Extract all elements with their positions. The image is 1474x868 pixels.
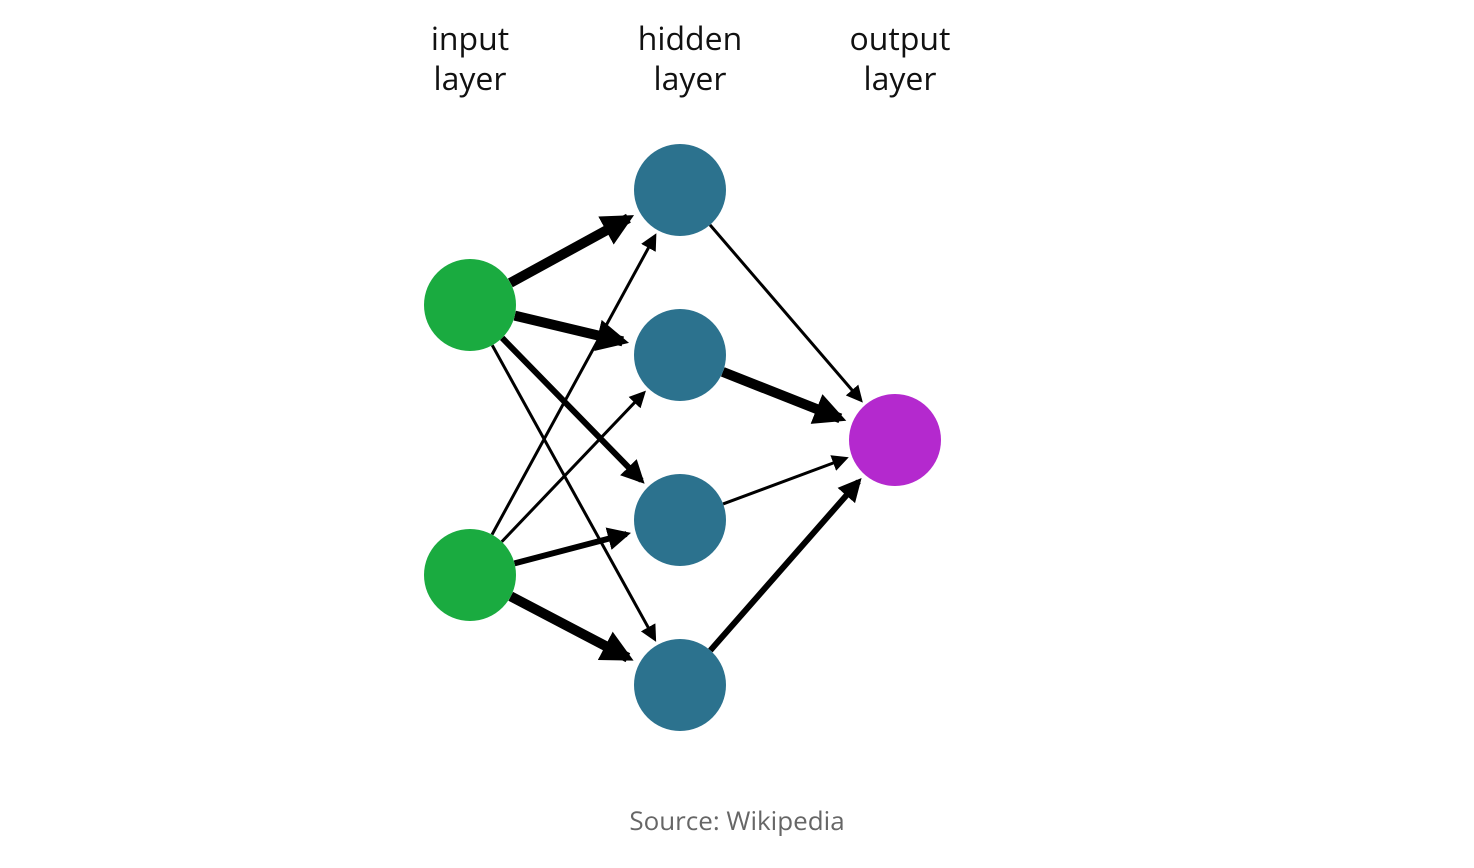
edge-i2-h2 [502,393,644,542]
node-h4 [634,639,726,731]
node-h1 [634,144,726,236]
input-layer-label-line2: layer [434,57,507,100]
edge-h2-o1 [723,372,841,418]
node-h3 [634,474,726,566]
nodes-group [424,144,941,731]
edge-i1-h2 [515,316,623,342]
node-i2 [424,529,516,621]
edge-i1-h1 [510,218,628,283]
edges-group [492,218,861,657]
edge-i2-h4 [511,596,628,657]
node-h2 [634,309,726,401]
node-i1 [424,259,516,351]
output-layer-label-line1: output [850,17,951,60]
edge-i1-h3 [502,338,641,481]
hidden-layer-label-line1: hidden [638,17,742,60]
neural-network-diagram: input layer hidden layer output layer So… [0,0,1474,868]
caption-text: Source: Wikipedia [629,802,844,838]
node-o1 [849,394,941,486]
output-layer-label-line2: layer [864,57,937,100]
edge-h3-o1 [723,458,846,504]
hidden-layer-label-line2: layer [654,57,727,100]
input-layer-label-line1: input [431,17,509,60]
edge-h4-o1 [710,482,858,651]
